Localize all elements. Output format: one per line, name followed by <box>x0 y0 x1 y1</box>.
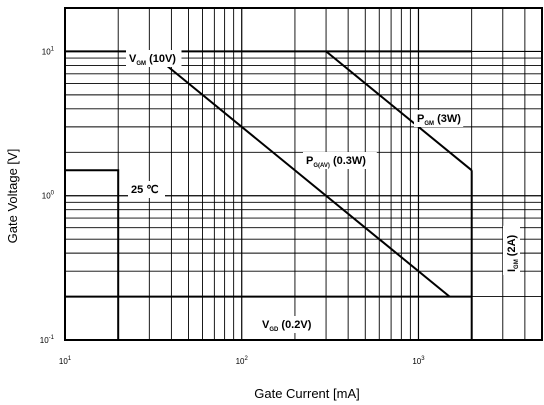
annotation-background <box>414 110 464 127</box>
annotation-background <box>126 50 182 67</box>
annotation-background <box>303 152 377 169</box>
annotation-text: IGM (2A) <box>506 234 520 272</box>
annotation-text: VGD (0.2V) <box>262 319 312 333</box>
tick-labels: 101 102 103 10-1 100 101 <box>40 46 425 366</box>
x-tick-label: 103 <box>412 356 425 366</box>
x-tick-label: 102 <box>236 356 249 366</box>
series-line-5 <box>65 169 120 340</box>
annotation-4: VGD (0.2V) <box>259 316 321 333</box>
annotation-background <box>128 181 165 198</box>
annotation-2: PG(AV) (0.3W) <box>303 152 377 169</box>
annotation-0: VGM (10V) <box>126 50 182 67</box>
x-tick-label: 101 <box>59 356 72 366</box>
annotation-text: PGM (3W) <box>417 113 461 127</box>
annotation-background <box>259 316 321 333</box>
annotation-5: 25 ℃ <box>128 181 165 198</box>
annotation-1: PGM (3W) <box>414 110 464 127</box>
annotation-3: IGM (2A) <box>503 225 520 275</box>
annotation-text: 25 ℃ <box>131 184 159 196</box>
series-line-2 <box>148 50 451 298</box>
annotation-text: PG(AV) (0.3W) <box>306 155 366 169</box>
annotations: VGM (10V) PGM (3W) PG(AV) (0.3W) IGM (2A) VG… <box>126 50 520 333</box>
plot-frame <box>64 7 543 341</box>
y-axis-label: Gate Voltage [V] <box>5 149 20 244</box>
x-axis-label: Gate Current [mA] <box>254 386 359 401</box>
series-line-1 <box>325 50 473 172</box>
y-tick-label: 100 <box>42 191 55 201</box>
y-tick-label: 101 <box>42 46 55 56</box>
annotation-background <box>503 225 520 275</box>
annotation-text: VGM (10V) <box>129 53 176 67</box>
y-tick-label: 10-1 <box>40 335 55 345</box>
